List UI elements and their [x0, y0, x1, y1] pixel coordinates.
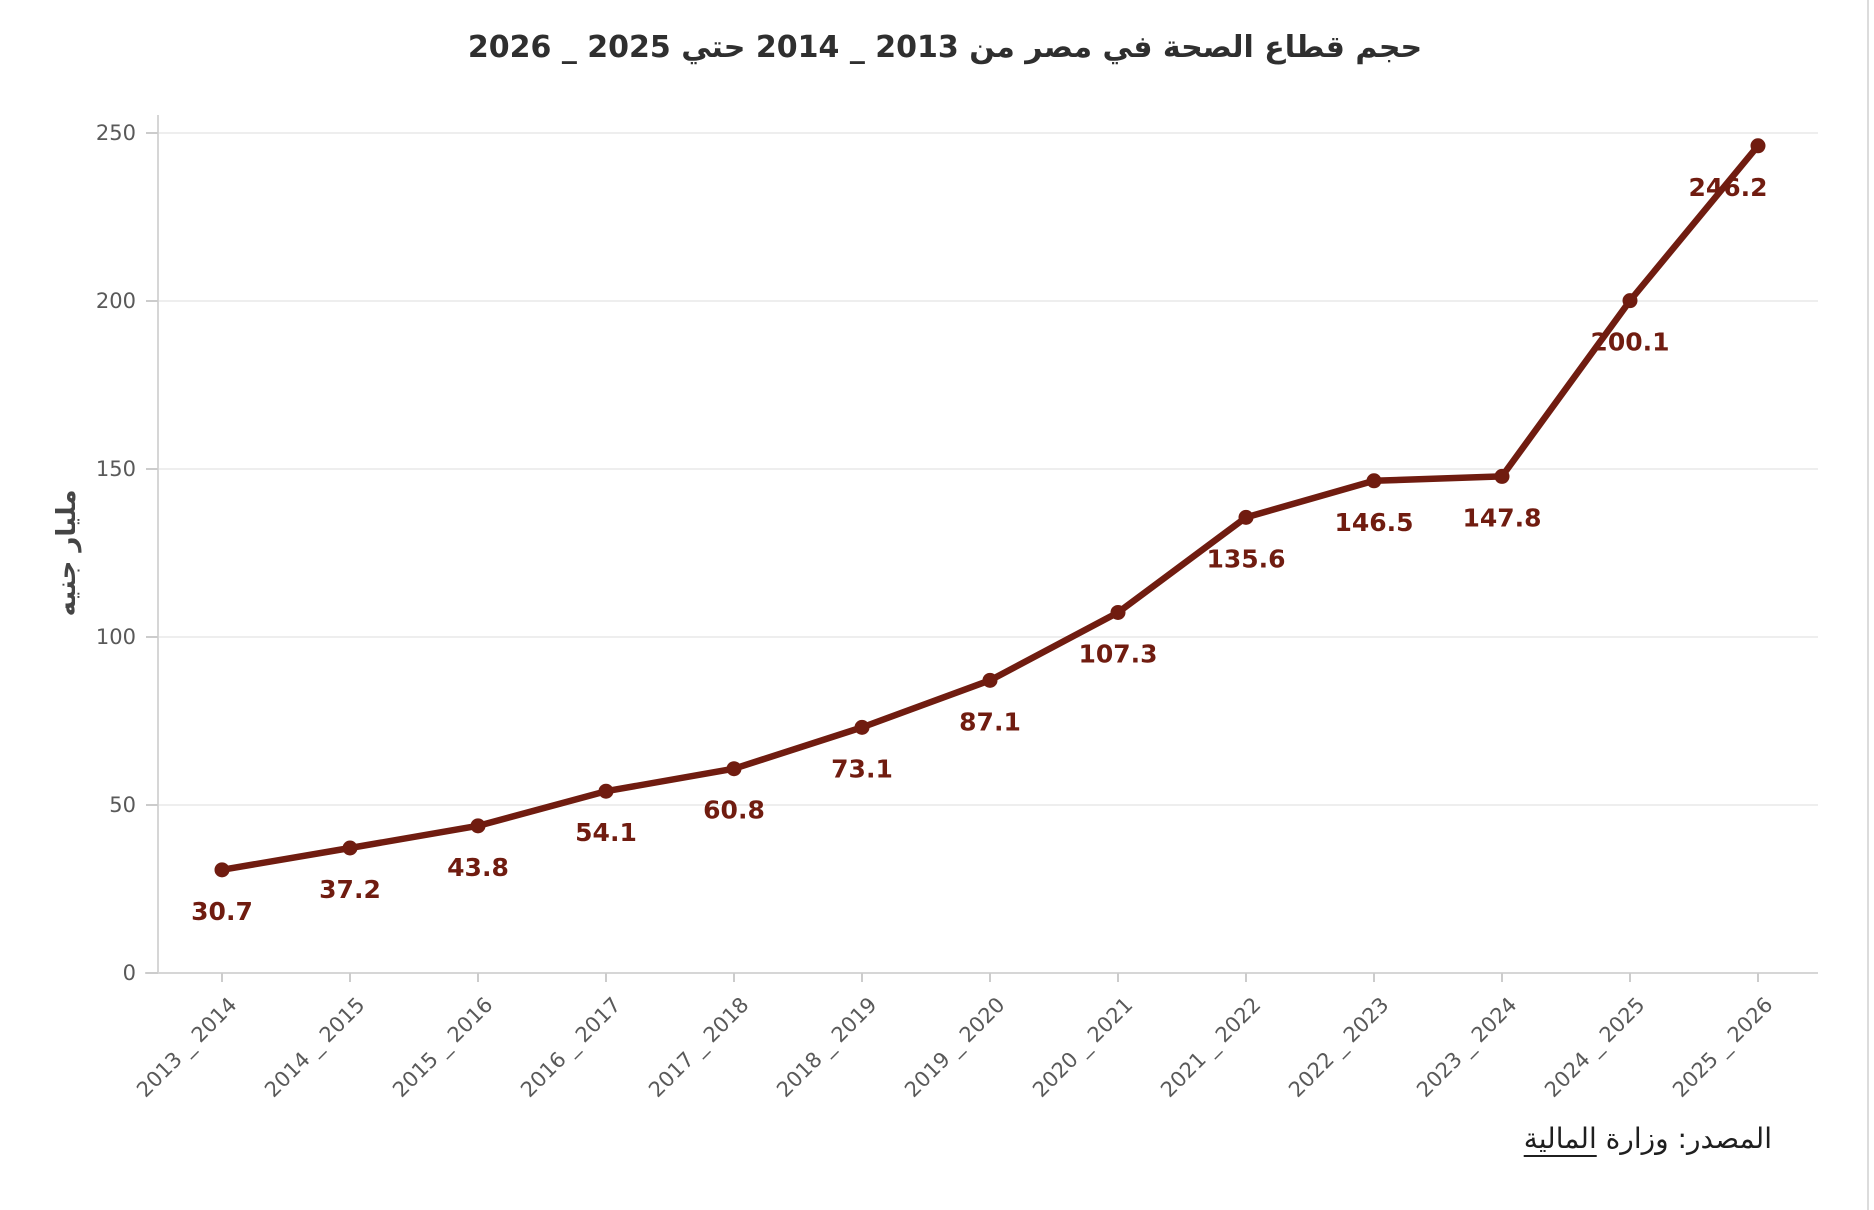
x-tick-label: 2023 _ 2024 [1412, 993, 1522, 1103]
data-point-label: 60.8 [703, 796, 765, 825]
data-point [1366, 473, 1382, 489]
x-tick-label: 2015 _ 2016 [388, 993, 498, 1103]
data-point [598, 783, 614, 799]
data-point [214, 862, 230, 878]
data-point-label: 146.5 [1334, 508, 1413, 537]
data-point-label: 147.8 [1462, 503, 1541, 532]
x-tick-label: 2017 _ 2018 [644, 993, 754, 1103]
source-note: المصدر: وزارة المالية [1524, 1122, 1772, 1155]
data-point [1494, 468, 1510, 484]
x-tick-label: 2025 _ 2026 [1668, 993, 1778, 1103]
x-tick-label: 2024 _ 2025 [1540, 993, 1650, 1103]
data-point [342, 840, 358, 856]
x-tick-label: 2016 _ 2017 [516, 993, 626, 1103]
data-point-label: 135.6 [1206, 544, 1285, 573]
data-point [470, 818, 486, 834]
y-tick-label: 150 [96, 457, 136, 481]
data-point [1238, 509, 1254, 525]
data-point-label: 37.2 [319, 875, 381, 904]
x-tick-label: 2014 _ 2015 [260, 993, 370, 1103]
data-point [1110, 604, 1126, 620]
data-point-label: 54.1 [575, 818, 637, 847]
y-tick-label: 50 [109, 793, 136, 817]
data-point [982, 672, 998, 688]
data-point [726, 761, 742, 777]
data-point-label: 87.1 [959, 707, 1021, 736]
x-tick-label: 2018 _ 2019 [772, 993, 882, 1103]
x-tick-label: 2020 _ 2021 [1028, 993, 1138, 1103]
data-point-label: 246.2 [1688, 173, 1767, 202]
source-link[interactable]: المالية [1523, 1122, 1597, 1155]
data-point-label: 30.7 [191, 897, 253, 926]
y-tick-label: 250 [96, 121, 136, 145]
data-point-label: 200.1 [1590, 328, 1669, 357]
y-tick-label: 100 [96, 625, 136, 649]
data-point [1622, 293, 1638, 309]
data-point [1750, 138, 1766, 154]
data-point-label: 107.3 [1078, 639, 1157, 668]
y-tick-label: 0 [123, 961, 136, 985]
source-prefix: المصدر: وزارة [1605, 1122, 1772, 1155]
y-tick-label: 200 [96, 289, 136, 313]
chart-title: حجم قطاع الصحة في مصر من 2013 _ 2014 حتي… [467, 30, 1423, 65]
data-point-label: 73.1 [831, 754, 893, 783]
x-tick-label: 2021 _ 2022 [1156, 993, 1266, 1103]
x-tick-label: 2013 _ 2014 [132, 993, 242, 1103]
x-tick-label: 2022 _ 2023 [1284, 993, 1394, 1103]
x-tick-label: 2019 _ 2020 [900, 993, 1010, 1103]
data-point-label: 43.8 [447, 853, 509, 882]
window-right-edge [1867, 0, 1869, 1210]
data-point [854, 719, 870, 735]
